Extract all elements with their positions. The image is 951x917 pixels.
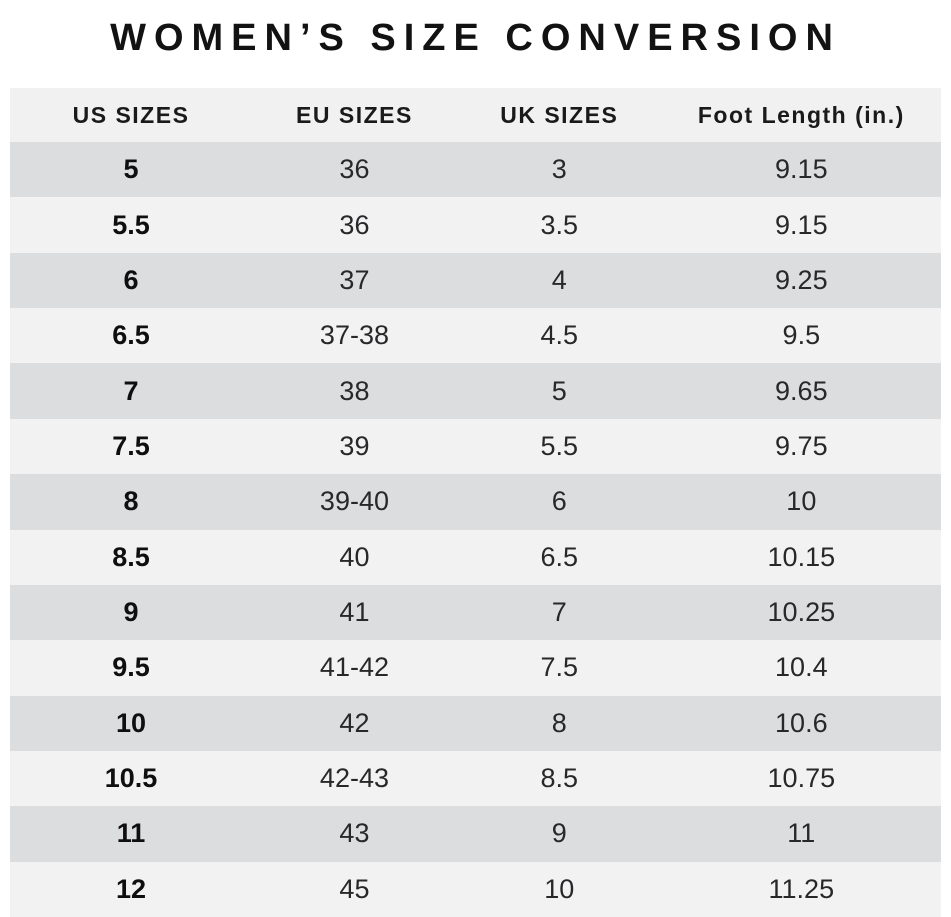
cell-us-size: 8 bbox=[123, 486, 139, 517]
cell-eu-size: 41-42 bbox=[319, 652, 389, 683]
cell-uk-size: 6 bbox=[551, 486, 567, 517]
cell-foot-length: 11.25 bbox=[768, 873, 835, 904]
cell-eu-size: 45 bbox=[339, 873, 370, 904]
cell-eu-size: 42-43 bbox=[319, 763, 389, 794]
cell-eu-size: 42 bbox=[339, 707, 370, 738]
cell-foot-length: 9.5 bbox=[782, 320, 821, 351]
cell-eu-size: 36 bbox=[339, 209, 370, 240]
cell-eu-size: 39 bbox=[339, 430, 370, 461]
cell-eu-size: 40 bbox=[339, 541, 370, 572]
cell-us-size: 5.5 bbox=[112, 209, 150, 240]
cell-eu-size: 43 bbox=[339, 818, 370, 849]
cell-us-size: 10 bbox=[116, 707, 147, 738]
table-row: 7 38 5 9.65 bbox=[10, 363, 941, 419]
column-header-eu-sizes: EU SIZES bbox=[296, 101, 413, 128]
table-row: 6.5 37-38 4.5 9.5 bbox=[10, 308, 941, 364]
cell-eu-size: 37 bbox=[339, 264, 370, 295]
table-row: 8.5 40 6.5 10.15 bbox=[10, 529, 941, 585]
cell-foot-length: 9.15 bbox=[775, 209, 828, 240]
cell-uk-size: 3.5 bbox=[540, 209, 579, 240]
page-title: WOMEN’S SIZE CONVERSION bbox=[110, 17, 841, 59]
cell-foot-length: 10 bbox=[786, 486, 817, 517]
cell-us-size: 12 bbox=[116, 873, 147, 904]
cell-uk-size: 7 bbox=[551, 597, 567, 628]
cell-us-size: 9 bbox=[123, 597, 139, 628]
table-row: 9 41 7 10.25 bbox=[10, 584, 941, 641]
cell-eu-size: 38 bbox=[339, 375, 370, 406]
cell-uk-size: 5.5 bbox=[540, 430, 579, 461]
size-conversion-table: US SIZES EU SIZES UK SIZES Foot Length (… bbox=[10, 88, 941, 917]
table-row: 11 43 9 11 bbox=[10, 806, 941, 862]
cell-us-size: 5 bbox=[123, 154, 139, 185]
cell-uk-size: 4.5 bbox=[540, 320, 579, 351]
cell-foot-length: 10.75 bbox=[767, 763, 836, 794]
cell-eu-size: 39-40 bbox=[319, 486, 389, 517]
cell-foot-length: 9.65 bbox=[775, 375, 828, 406]
table-row: 6 37 4 9.25 bbox=[10, 252, 941, 309]
cell-foot-length: 9.15 bbox=[775, 154, 828, 185]
cell-foot-length: 10.25 bbox=[767, 597, 836, 628]
cell-uk-size: 6.5 bbox=[540, 541, 579, 572]
cell-foot-length: 9.75 bbox=[775, 430, 828, 461]
column-header-foot-length: Foot Length (in.) bbox=[697, 101, 905, 128]
cell-us-size: 6.5 bbox=[112, 320, 150, 351]
table-row: 9.5 41-42 7.5 10.4 bbox=[10, 640, 941, 696]
cell-us-size: 9.5 bbox=[112, 652, 150, 683]
cell-foot-length: 10.6 bbox=[775, 707, 828, 738]
cell-uk-size: 10 bbox=[544, 873, 575, 904]
cell-uk-size: 5 bbox=[551, 375, 567, 406]
cell-uk-size: 4 bbox=[551, 264, 567, 295]
cell-uk-size: 7.5 bbox=[540, 652, 579, 683]
table-row: 10 42 8 10.6 bbox=[10, 695, 941, 751]
cell-foot-length: 9.25 bbox=[775, 264, 828, 295]
cell-us-size: 7 bbox=[123, 375, 139, 406]
table-row: 10.5 42-43 8.5 10.75 bbox=[10, 750, 941, 807]
cell-us-size: 10.5 bbox=[104, 763, 158, 794]
cell-uk-size: 8.5 bbox=[540, 763, 579, 794]
table-header-row: US SIZES EU SIZES UK SIZES Foot Length (… bbox=[10, 88, 941, 142]
column-header-us-sizes: US SIZES bbox=[72, 101, 190, 128]
cell-uk-size: 8 bbox=[551, 707, 567, 738]
cell-foot-length: 10.4 bbox=[775, 652, 828, 683]
column-header-uk-sizes: UK SIZES bbox=[500, 101, 619, 128]
cell-us-size: 6 bbox=[123, 264, 139, 295]
cell-eu-size: 37-38 bbox=[319, 320, 389, 351]
cell-us-size: 7.5 bbox=[112, 430, 150, 461]
table-row: 8 39-40 6 10 bbox=[10, 474, 941, 530]
table-row: 5 36 3 9.15 bbox=[10, 142, 941, 198]
cell-foot-length: 11 bbox=[787, 818, 816, 849]
cell-uk-size: 9 bbox=[551, 818, 567, 849]
table-row: 5.5 36 3.5 9.15 bbox=[10, 197, 941, 253]
table-row: 12 45 10 11.25 bbox=[10, 861, 941, 917]
cell-eu-size: 41 bbox=[339, 597, 370, 628]
cell-us-size: 11 bbox=[116, 818, 146, 849]
cell-uk-size: 3 bbox=[551, 154, 567, 185]
table-row: 7.5 39 5.5 9.75 bbox=[10, 418, 941, 475]
cell-us-size: 8.5 bbox=[112, 541, 150, 572]
cell-foot-length: 10.15 bbox=[767, 541, 836, 572]
cell-eu-size: 36 bbox=[339, 154, 370, 185]
